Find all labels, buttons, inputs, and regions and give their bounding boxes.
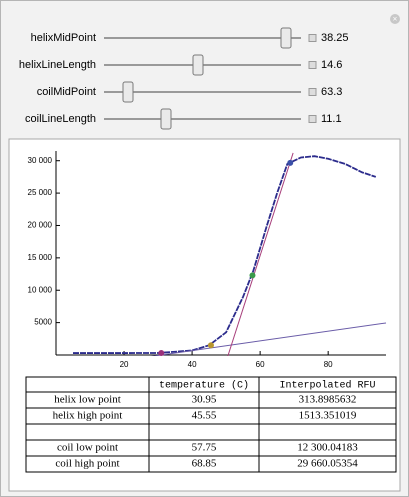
- expand-button[interactable]: [308, 115, 317, 123]
- slider-thumb[interactable]: [160, 108, 172, 130]
- table-cell: 12 300.04183: [297, 442, 358, 454]
- control-value: 63.3: [321, 86, 342, 98]
- control-label: helixMidPoint: [31, 32, 96, 44]
- table-cell: helix high point: [53, 410, 123, 422]
- close-icon: ×: [393, 15, 398, 24]
- x-tick-label: 20: [120, 360, 129, 369]
- table-cell: 313.8985632: [299, 394, 357, 406]
- table-cell: coil high point: [55, 458, 119, 470]
- slider-thumb[interactable]: [280, 27, 292, 49]
- control-label: coilLineLength: [25, 113, 96, 125]
- y-tick-label: 20 000: [28, 221, 53, 230]
- control-value: 38.25: [321, 32, 349, 44]
- expand-button[interactable]: [308, 34, 317, 42]
- control-value: 14.6: [321, 59, 342, 71]
- expand-button[interactable]: [308, 61, 317, 69]
- expand-button[interactable]: [308, 88, 317, 96]
- table-cell: 30.95: [192, 394, 217, 406]
- y-tick-label: 30 000: [28, 156, 53, 165]
- table-cell: 57.75: [192, 442, 217, 454]
- y-tick-label: 15 000: [28, 253, 53, 262]
- close-button[interactable]: [390, 14, 400, 24]
- point: [207, 342, 214, 349]
- output-pane: [8, 138, 401, 492]
- slider-thumb[interactable]: [122, 81, 134, 103]
- table-header: Interpolated RFU: [279, 380, 375, 392]
- slider-thumb[interactable]: [192, 54, 204, 76]
- tangent-line: [150, 322, 387, 356]
- control-label: coilMidPoint: [37, 86, 96, 98]
- table-cell: coil low point: [57, 442, 118, 454]
- x-tick-label: 60: [256, 360, 265, 369]
- table-header: temperature (C): [159, 380, 249, 392]
- table-cell: 1513.351019: [299, 410, 357, 422]
- control-value: 11.1: [321, 113, 342, 125]
- point: [158, 349, 165, 356]
- data-curve: [73, 155, 377, 354]
- point: [249, 272, 256, 279]
- table-cell: 29 660.05354: [297, 458, 358, 470]
- y-tick-label: 10 000: [28, 285, 53, 294]
- x-tick-label: 80: [324, 360, 333, 369]
- plot-area: [73, 152, 387, 356]
- x-tick-label: 40: [188, 360, 197, 369]
- table-cell: helix low point: [54, 394, 121, 406]
- table-cell: 68.85: [192, 458, 217, 470]
- point: [287, 159, 294, 166]
- y-tick-label: 25 000: [28, 188, 53, 197]
- tangent-line: [227, 152, 294, 356]
- control-label: helixLineLength: [19, 59, 96, 71]
- y-tick-label: 5000: [34, 318, 52, 327]
- table-cell: 45.55: [192, 410, 217, 422]
